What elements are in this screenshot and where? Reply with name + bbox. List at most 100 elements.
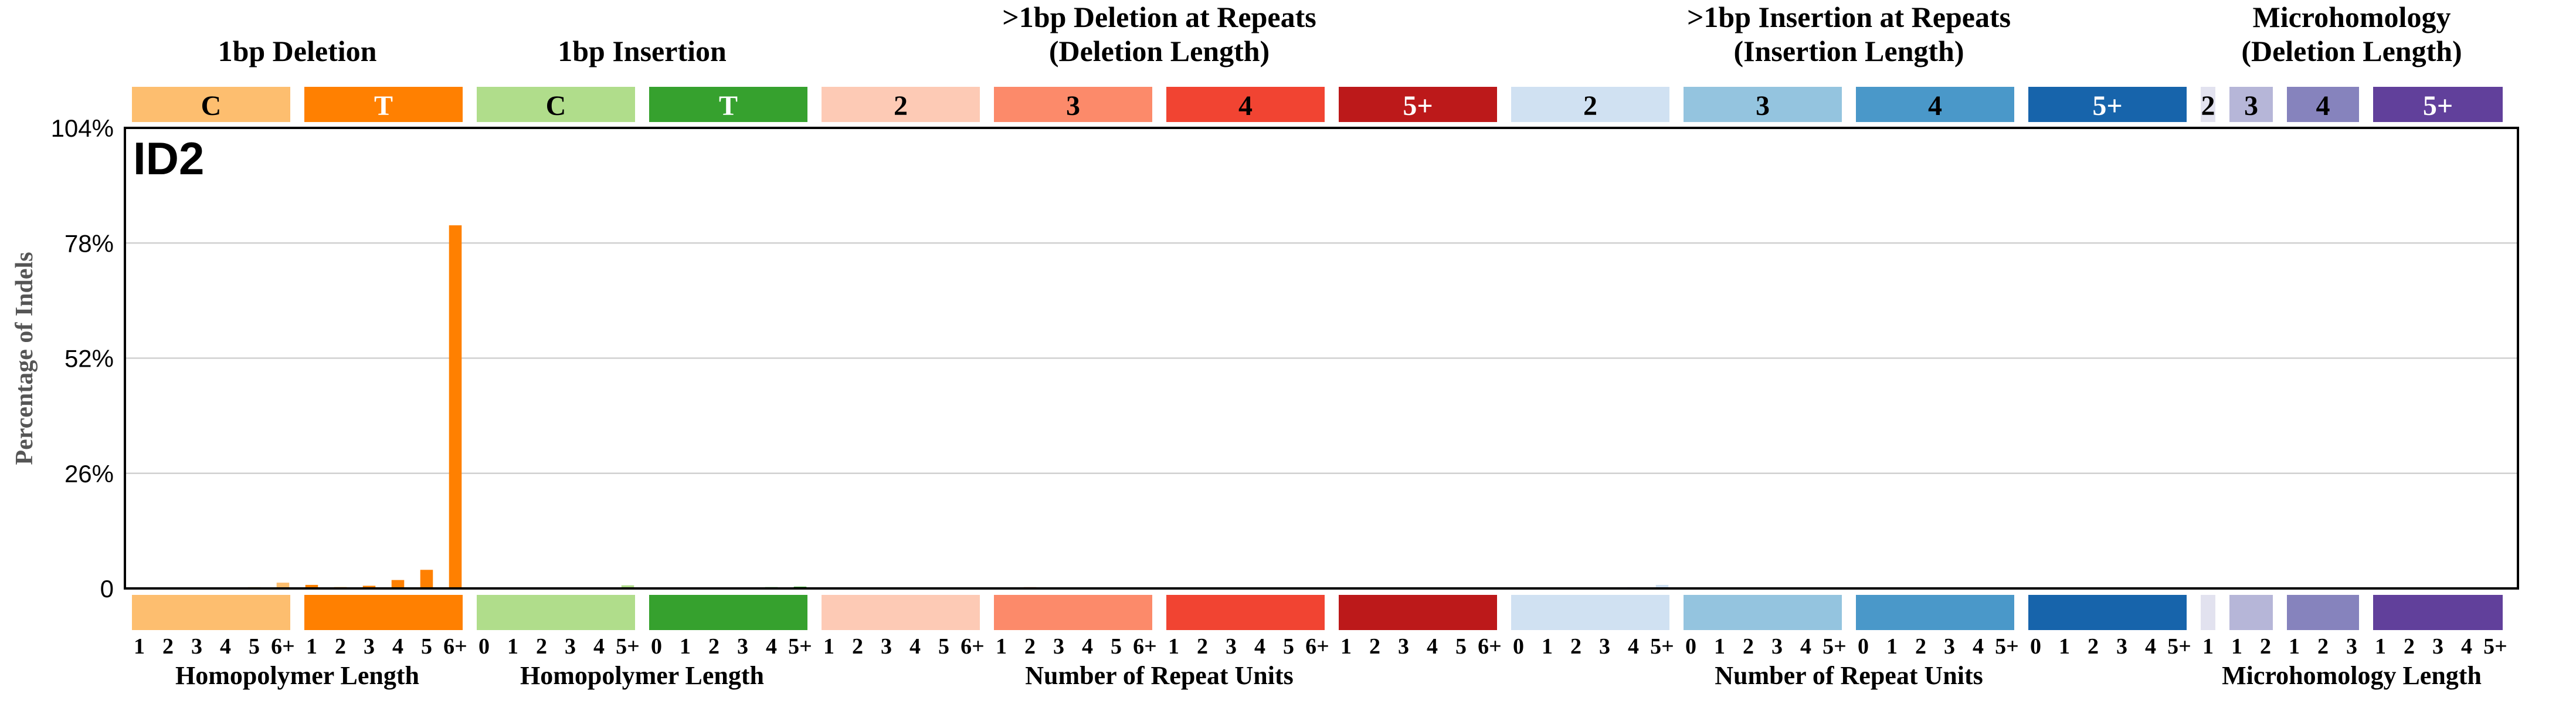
x-tick-label: 5 <box>249 634 260 659</box>
x-tick-label: 1 <box>823 634 834 659</box>
top-strip <box>649 87 807 122</box>
x-tick-label: 1 <box>306 634 317 659</box>
top-strip-label: 2 <box>1583 90 1597 121</box>
group-bottom-label: Number of Repeat Units <box>1025 661 1294 690</box>
x-tick-label: 1 <box>1168 634 1179 659</box>
group-bottom-label: Microhomology Length <box>2222 661 2482 690</box>
x-tick-label: 3 <box>2116 634 2127 659</box>
x-tick-label: 6+ <box>1478 634 1502 659</box>
x-tick-label: 2 <box>1743 634 1754 659</box>
top-strip <box>477 87 635 122</box>
x-tick-label: 2 <box>1369 634 1380 659</box>
x-tick-label: 1 <box>680 634 691 659</box>
bottom-strip <box>2373 595 2503 630</box>
bottom-strip <box>994 595 1152 630</box>
x-tick-label: 3 <box>1398 634 1409 659</box>
group-bottom-label: Number of Repeat Units <box>1715 661 1983 690</box>
y-tick-label: 0 <box>100 575 114 603</box>
x-tick-label: 4 <box>1800 634 1811 659</box>
x-tick-label: 1 <box>1886 634 1898 659</box>
x-tick-label: 0 <box>1685 634 1696 659</box>
x-tick-label: 3 <box>1944 634 1955 659</box>
top-strip <box>2229 87 2273 122</box>
top-strip-label: 3 <box>1756 90 1770 121</box>
top-strips: C T C T 2 3 4 5+ 2 3 4 5+ 2 3 4 5+ <box>132 87 2503 122</box>
x-tick-label: 3 <box>2432 634 2443 659</box>
x-tick-label: 4 <box>2145 634 2156 659</box>
x-tick-label: 3 <box>364 634 375 659</box>
x-tick-label: 5+ <box>2483 634 2507 659</box>
bar <box>621 585 634 588</box>
top-strip <box>1511 87 1669 122</box>
top-strip-label: 3 <box>1066 90 1080 121</box>
x-tick-label: 4 <box>766 634 777 659</box>
x-tick-label: 1 <box>2289 634 2300 659</box>
top-strip <box>994 87 1152 122</box>
x-tick-label: 2 <box>1570 634 1581 659</box>
x-tick-label: 5 <box>421 634 432 659</box>
group-header: >1bp Insertion at Repeats <box>1687 1 2011 33</box>
group-header: Microhomology <box>2253 1 2451 33</box>
x-tick-label: 6+ <box>1133 634 1157 659</box>
group-header-sub: (Insertion Length) <box>1733 35 1964 67</box>
x-tick-label: 6+ <box>961 634 985 659</box>
x-tick-label: 2 <box>708 634 719 659</box>
top-strip-label: 5+ <box>2092 90 2122 121</box>
x-tick-label: 2 <box>2088 634 2099 659</box>
top-strip-label: 4 <box>1238 90 1253 121</box>
top-strip-label: T <box>374 90 393 121</box>
top-strip <box>1856 87 2014 122</box>
group-bottom-label: Homopolymer Length <box>520 661 764 690</box>
top-strip-label: C <box>546 90 566 121</box>
x-tick-label: 2 <box>2404 634 2415 659</box>
x-tick-label: 5+ <box>1822 634 1847 659</box>
top-strip <box>304 87 463 122</box>
top-strip-label: 5+ <box>2423 90 2453 121</box>
plot-frame <box>124 127 2519 590</box>
top-strip-label: 2 <box>2201 90 2215 121</box>
x-tick-label: 1 <box>2059 634 2070 659</box>
x-tick-label: 2 <box>335 634 346 659</box>
x-tick-label: 2 <box>162 634 174 659</box>
x-tick-label: 1 <box>2375 634 2386 659</box>
x-tick-label: 2 <box>1197 634 1208 659</box>
x-tick-label: 6+ <box>271 634 295 659</box>
top-strip-label: 4 <box>2316 90 2330 121</box>
x-tick-label: 5+ <box>788 634 812 659</box>
x-tick-label: 1 <box>2202 634 2214 659</box>
y-tick-label: 26% <box>65 460 114 488</box>
x-tick-label: 3 <box>191 634 202 659</box>
x-tick-label: 0 <box>2030 634 2041 659</box>
top-strip <box>2373 87 2503 122</box>
x-tick-label: 1 <box>1714 634 1725 659</box>
bottom-strip <box>2201 595 2215 630</box>
group-header: 1bp Deletion <box>218 35 377 67</box>
grid-lines <box>125 242 2518 474</box>
x-tick-label: 1 <box>996 634 1007 659</box>
x-tick-label: 5 <box>1455 634 1467 659</box>
bottom-strip <box>2287 595 2359 630</box>
x-tick-label: 3 <box>881 634 892 659</box>
x-tick-label: 1 <box>134 634 145 659</box>
top-strip <box>1166 87 1325 122</box>
x-axis-ticks: 1 2 3 4 5 6+ 1 2 3 4 5 6+ 0 1 2 3 4 5+ 0 1 2 3 4 5+ 1 2 3 4 5 6+ 1 2 3 4 5… <box>134 634 2507 659</box>
bars <box>133 225 2502 588</box>
bottom-strip <box>132 595 290 630</box>
top-strip <box>1684 87 1842 122</box>
x-tick-label: 6+ <box>1305 634 1329 659</box>
bottom-strip <box>649 595 807 630</box>
bottom-strip <box>1166 595 1325 630</box>
chart-title: ID2 <box>133 133 204 184</box>
x-tick-label: 3 <box>565 634 576 659</box>
bar <box>449 225 462 588</box>
x-tick-label: 1 <box>507 634 518 659</box>
x-tick-label: 4 <box>392 634 403 659</box>
bottom-strip <box>1856 595 2014 630</box>
x-tick-label: 3 <box>1771 634 1783 659</box>
top-strip <box>1339 87 1497 122</box>
group-header-sub: (Deletion Length) <box>2241 35 2462 67</box>
top-strip-label: 5+ <box>1403 90 1433 121</box>
x-tick-label: 2 <box>1915 634 1926 659</box>
x-tick-label: 4 <box>593 634 605 659</box>
